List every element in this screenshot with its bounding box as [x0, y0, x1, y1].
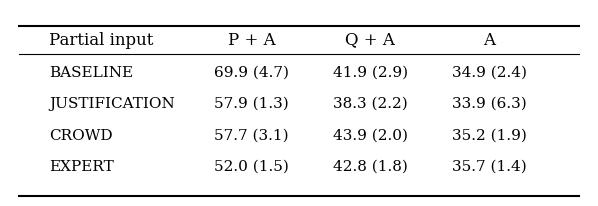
Text: Partial input: Partial input	[49, 32, 153, 48]
Text: 69.9 (4.7): 69.9 (4.7)	[214, 66, 289, 80]
Text: 57.9 (1.3): 57.9 (1.3)	[214, 97, 289, 111]
Text: 41.9 (2.9): 41.9 (2.9)	[333, 66, 408, 80]
Text: CROWD: CROWD	[49, 129, 112, 143]
Text: 52.0 (1.5): 52.0 (1.5)	[214, 160, 289, 174]
Text: BASELINE: BASELINE	[49, 66, 133, 80]
Text: JUSTIFICATION: JUSTIFICATION	[49, 97, 175, 111]
Text: 43.9 (2.0): 43.9 (2.0)	[333, 129, 408, 143]
Text: 34.9 (2.4): 34.9 (2.4)	[452, 66, 527, 80]
Text: 35.2 (1.9): 35.2 (1.9)	[452, 129, 527, 143]
Text: 42.8 (1.8): 42.8 (1.8)	[333, 160, 408, 174]
Text: 33.9 (6.3): 33.9 (6.3)	[452, 97, 527, 111]
Text: EXPERT: EXPERT	[49, 160, 114, 174]
Text: 57.7 (3.1): 57.7 (3.1)	[214, 129, 289, 143]
Text: 35.7 (1.4): 35.7 (1.4)	[452, 160, 527, 174]
Text: Q + A: Q + A	[346, 32, 395, 48]
Text: A: A	[483, 32, 496, 48]
Text: 38.3 (2.2): 38.3 (2.2)	[333, 97, 408, 111]
Text: P + A: P + A	[228, 32, 275, 48]
